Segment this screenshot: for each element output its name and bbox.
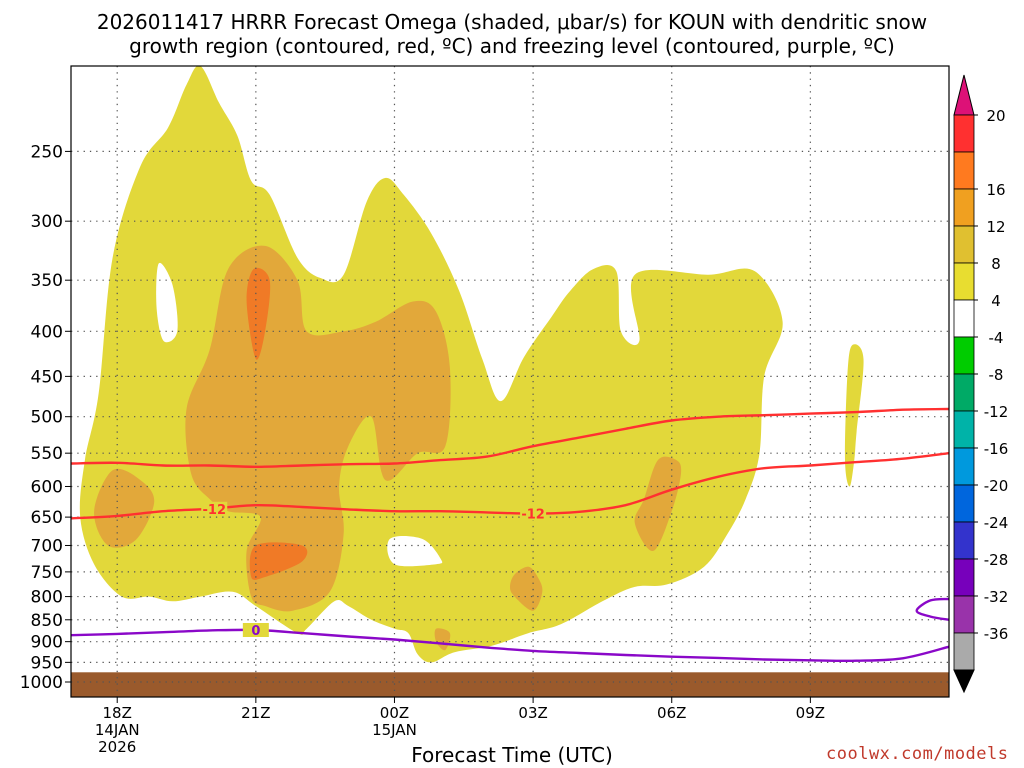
x-tick-label-9-0: 03Z: [518, 704, 547, 722]
colorbar-label-8: 8: [991, 255, 1001, 273]
watermark: coolwx.com/models: [826, 744, 1009, 764]
colorbar-swatch-6: [953, 336, 975, 375]
contour-0: [71, 628, 949, 663]
y-tick-label-750: 750: [31, 563, 63, 583]
contour-label-bg: [242, 623, 269, 638]
colorbar-swatch-13: [953, 595, 975, 634]
x-tick-label-6-0: 00Z: [380, 704, 409, 722]
colorbar-label--4: -4: [989, 329, 1004, 347]
colorbar-label--16: -16: [984, 440, 1009, 458]
colorbar-label--36: -36: [984, 625, 1009, 643]
x-axis-label: Forecast Time (UTC): [411, 743, 613, 767]
omega-region-hole-3: [387, 536, 443, 567]
colorbar-top-arrow: [953, 74, 975, 116]
colorbar-label--20: -20: [984, 477, 1009, 495]
y-tick-label-500: 500: [31, 408, 63, 428]
colorbar-swatch-12: [953, 558, 975, 597]
contour--16: [71, 407, 949, 469]
contour-label-0: 0: [251, 624, 260, 639]
chart-title-line2: growth region (contoured, red, ºC) and f…: [129, 34, 895, 58]
omega-region-8-6: [510, 566, 543, 611]
omega-region-12-10: [249, 542, 308, 580]
y-tick-label-550: 550: [31, 444, 63, 464]
colorbar-label--32: -32: [984, 588, 1009, 606]
colorbar-swatch-8: [953, 410, 975, 449]
colorbar-label-16: 16: [986, 181, 1005, 199]
chart-title-line1: 2026011417 HRRR Forecast Omega (shaded, …: [96, 10, 928, 34]
ground-fill: [71, 672, 949, 697]
x-tick-label-12-0: 06Z: [657, 704, 686, 722]
contour-label-bg: [201, 501, 228, 516]
x-tick-label-15-0: 09Z: [796, 704, 825, 722]
y-tick-label-400: 400: [31, 322, 63, 342]
omega-region-12-9: [246, 267, 271, 360]
y-tick-label-650: 650: [31, 508, 63, 528]
colorbar-label--12: -12: [984, 403, 1009, 421]
colorbar-swatch-0: [953, 114, 975, 153]
contour-0b: [915, 597, 949, 621]
omega-region-8-4: [94, 468, 155, 548]
omega-region-hole-2: [156, 262, 178, 343]
y-tick-label-1000: 1000: [20, 673, 63, 693]
colorbar-label--28: -28: [984, 551, 1009, 569]
y-tick-label-300: 300: [31, 212, 63, 232]
omega-region-4-1: [844, 344, 864, 487]
colorbar-swatch-1: [953, 151, 975, 190]
contour-label--12: -12: [521, 508, 545, 523]
contour-label--12: -12: [203, 503, 227, 518]
colorbar-label-20: 20: [986, 107, 1005, 125]
contour-label-bg: [520, 506, 547, 521]
colorbar-bottom-arrow: [953, 669, 975, 694]
y-tick-label-850: 850: [31, 611, 63, 631]
colorbar-swatch-2: [953, 188, 975, 227]
x-tick-label-0-2: 2026: [98, 738, 136, 756]
x-tick-label-3-0: 21Z: [241, 704, 270, 722]
x-tick-label-6-1: 15JAN: [372, 721, 417, 739]
omega-region-8-7: [634, 456, 682, 552]
plot-frame: [70, 65, 950, 698]
colorbar-label--8: -8: [989, 366, 1004, 384]
colorbar-swatch-10: [953, 484, 975, 523]
y-tick-label-700: 700: [31, 536, 63, 556]
colorbar-swatch-11: [953, 521, 975, 560]
y-tick-label-250: 250: [31, 142, 63, 162]
colorbar-swatch-4: [953, 262, 975, 301]
y-tick-label-950: 950: [31, 653, 63, 673]
colorbar-swatch-7: [953, 373, 975, 412]
y-tick-label-800: 800: [31, 588, 63, 608]
colorbar-swatch-9: [953, 447, 975, 486]
y-tick-label-900: 900: [31, 633, 63, 653]
y-tick-label-350: 350: [31, 271, 63, 291]
x-tick-label-0-0: 18Z: [103, 704, 132, 722]
colorbar-label--24: -24: [984, 514, 1009, 532]
colorbar-swatch-3: [953, 225, 975, 264]
x-tick-label-0-1: 14JAN: [95, 721, 140, 739]
colorbar-label-12: 12: [986, 218, 1005, 236]
y-tick-label-450: 450: [31, 367, 63, 387]
colorbar-swatch-14: [953, 632, 975, 671]
colorbar-label-4: 4: [991, 292, 1001, 310]
y-tick-label-600: 600: [31, 477, 63, 497]
colorbar-swatch-5: [953, 299, 975, 338]
